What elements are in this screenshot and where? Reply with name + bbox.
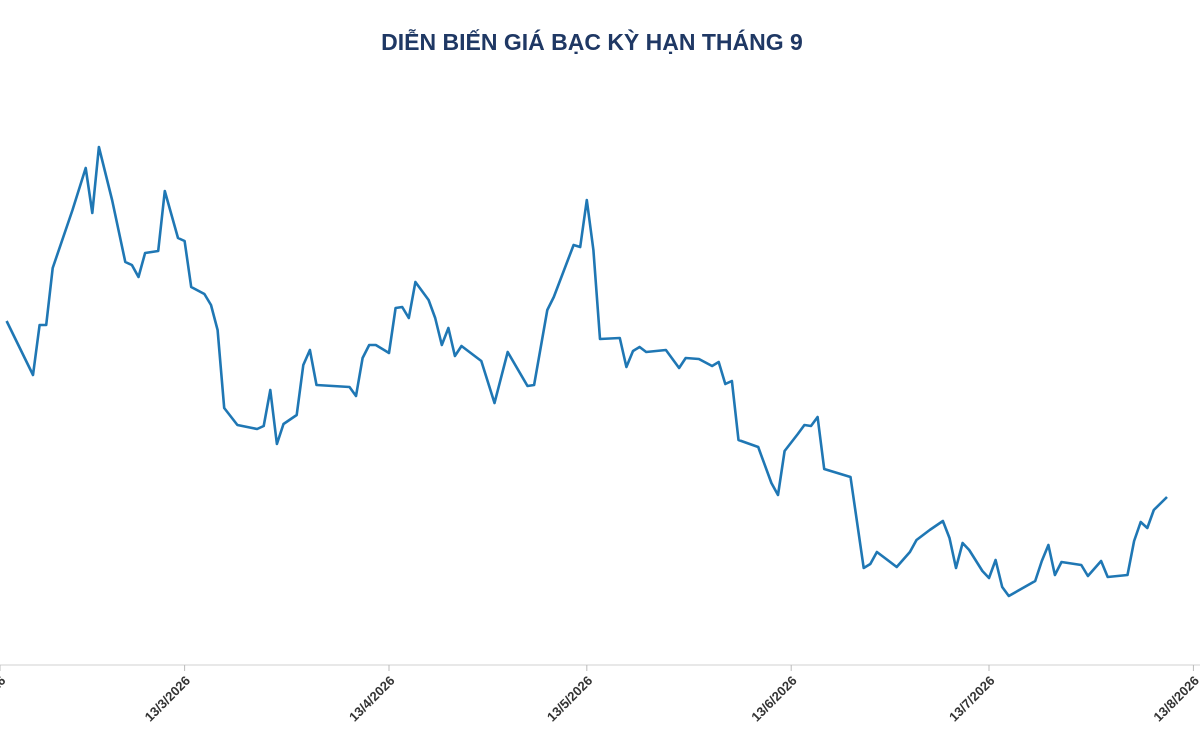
x-tick-label: 13/4/2026 xyxy=(346,673,398,725)
x-tick-label: 13/6/2026 xyxy=(748,673,800,725)
x-tick-label: 13/2/2026 xyxy=(0,673,9,725)
chart-title: DIỄN BIẾN GIÁ BẠC KỲ HẠN THÁNG 9 xyxy=(381,27,803,55)
x-tick-label: 13/5/2026 xyxy=(544,673,596,725)
x-tick-label: 13/3/2026 xyxy=(142,673,194,725)
price-line xyxy=(5,145,1168,598)
x-tick-label: 13/8/2026 xyxy=(1150,673,1200,725)
x-tick-label: 13/7/2026 xyxy=(946,673,998,725)
